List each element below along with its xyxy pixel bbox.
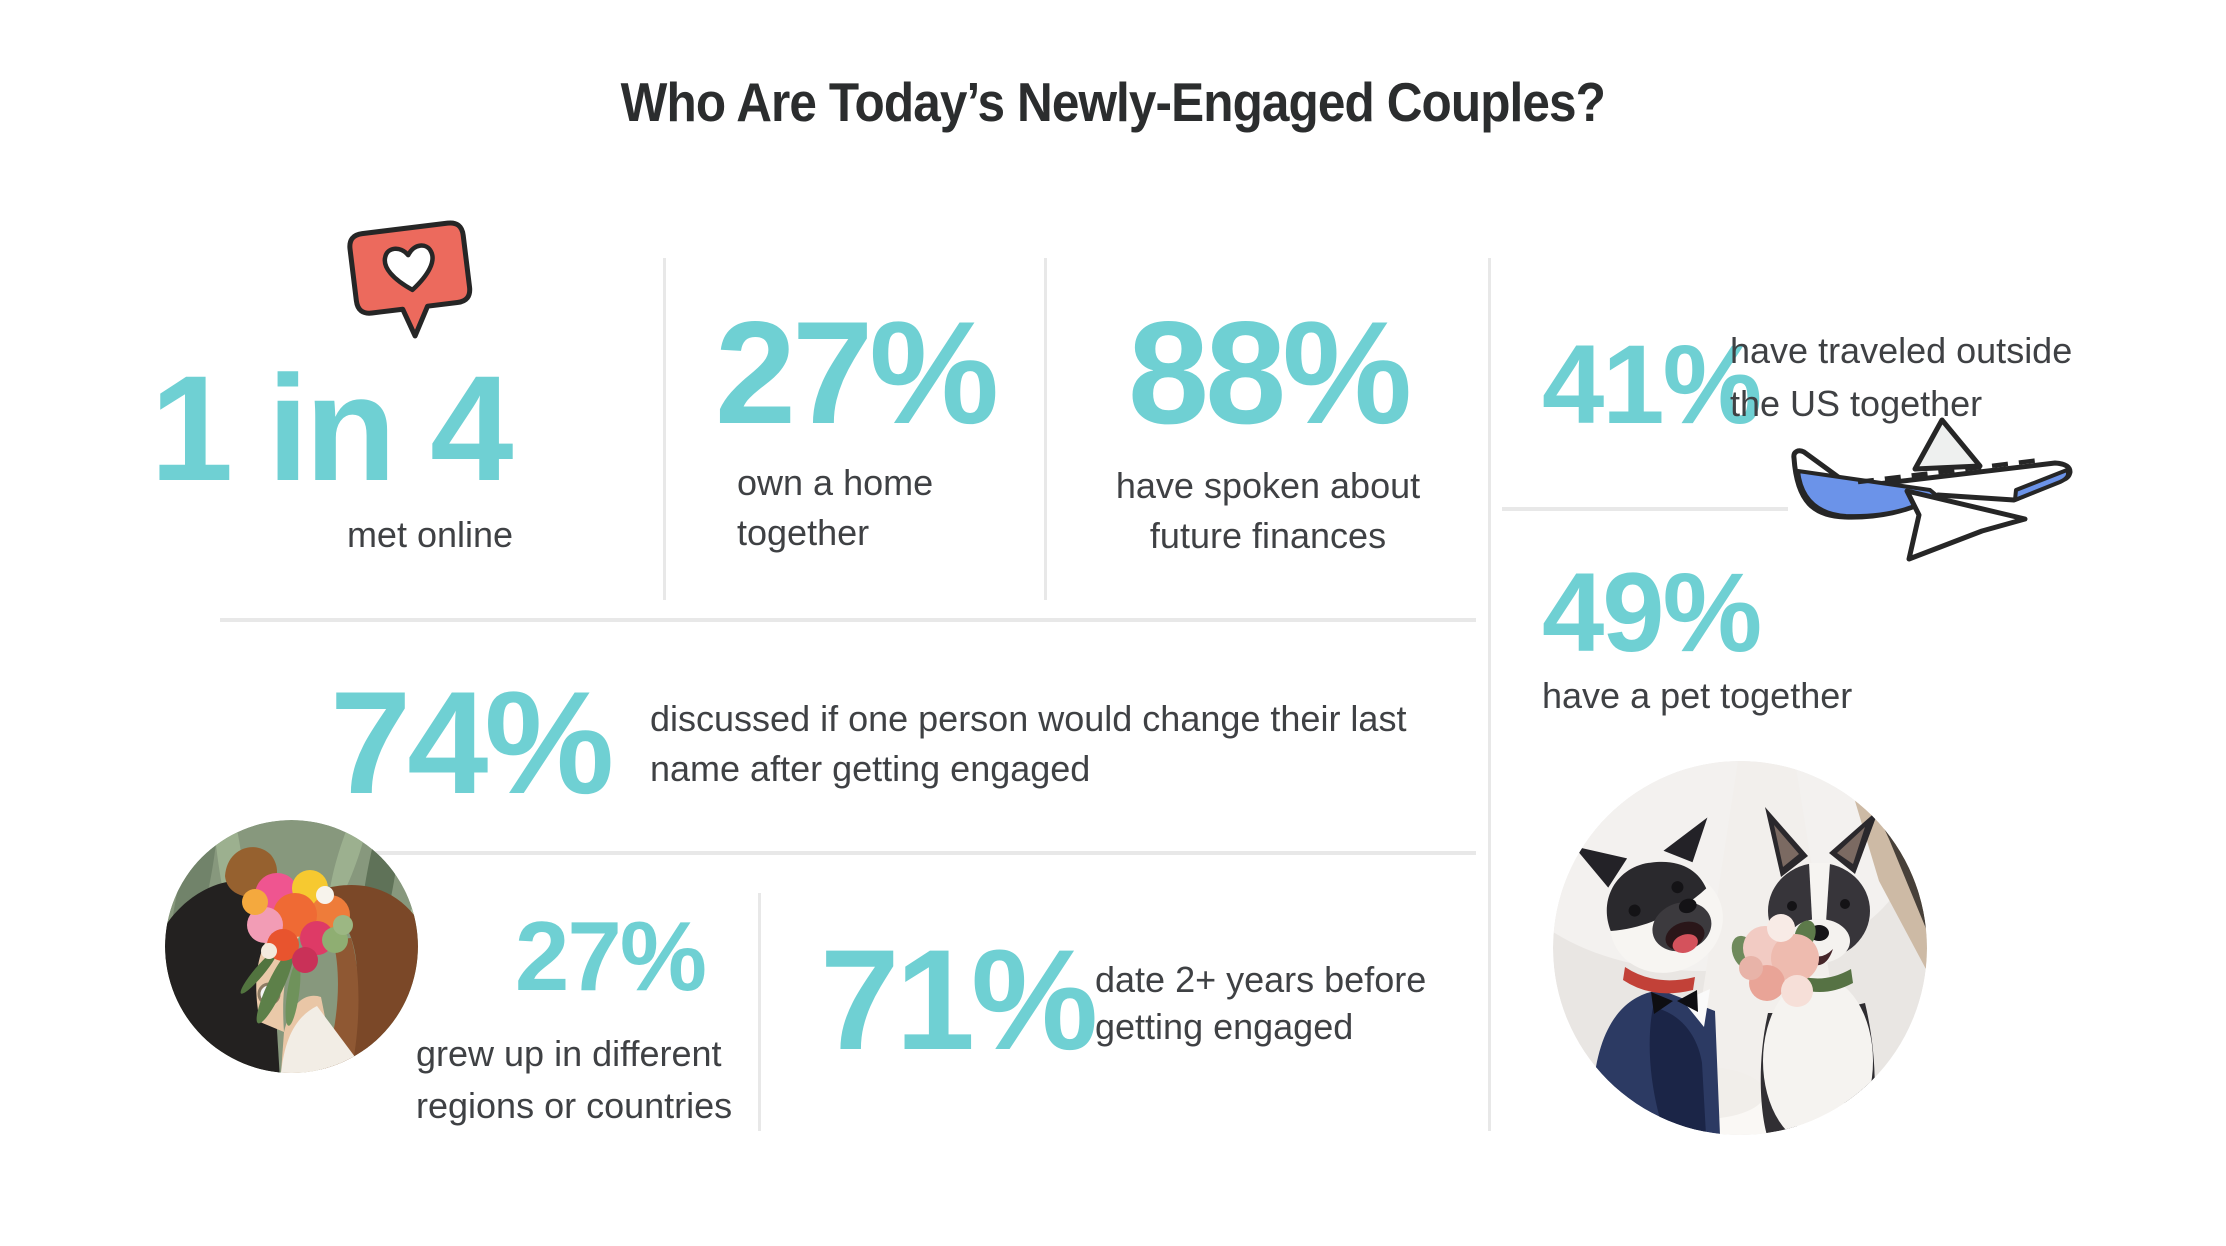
divider-horizontal-2	[280, 851, 1476, 855]
stat-pet-value: 49%	[1542, 550, 1762, 675]
stat-regions-value: 27%	[514, 901, 707, 1011]
stat-regions-label: grew up in different regions or countrie…	[416, 1028, 733, 1132]
like-heart-bubble-icon	[344, 218, 484, 350]
stat-finances-label-line2: future finances	[1149, 515, 1387, 556]
divider-vertical-2	[1044, 258, 1047, 600]
page-title-text: Who Are Today’s Newly-Engaged Couples?	[620, 71, 1606, 133]
stat-pet-label: have a pet together	[1542, 675, 1853, 716]
stat-dating-label-line1: date 2+ years before	[1095, 959, 1427, 1000]
stat-finances-label-line1: have spoken about	[1115, 465, 1421, 506]
stat-regions-label-line2: regions or countries	[416, 1085, 733, 1126]
heart-icon	[382, 243, 435, 293]
stat-name-change-value: 74%	[330, 661, 614, 824]
stat-finances-value: 88%	[1127, 291, 1412, 454]
stat-met-online-label: met online	[346, 514, 514, 555]
stat-own-home-label: own a home together	[737, 458, 933, 558]
stat-name-change-label: discussed if one person would change the…	[650, 694, 1406, 794]
stat-travel-label-line2: the US together	[1730, 383, 1983, 424]
page-title: Who Are Today’s Newly-Engaged Couples?	[0, 70, 2226, 134]
divider-horizontal-1	[220, 618, 1476, 622]
couple-photo	[165, 820, 418, 1073]
stat-own-home-label-line2: together	[737, 512, 870, 553]
divider-vertical-1	[663, 258, 666, 600]
dogs-photo	[1553, 761, 1927, 1135]
stat-finances-label: have spoken about future finances	[1046, 461, 1490, 561]
stat-travel-value: 41%	[1542, 322, 1762, 447]
stat-travel-label-line1: have traveled outside	[1730, 330, 2073, 371]
stat-regions-label-line1: grew up in different	[416, 1033, 722, 1074]
stat-dating-label-line2: getting engaged	[1095, 1006, 1354, 1047]
stat-dating-label: date 2+ years before getting engaged	[1095, 956, 1426, 1050]
stat-travel-label: have traveled outside the US together	[1730, 324, 2072, 430]
stat-own-home-value: 27%	[714, 291, 999, 454]
stat-met-online-value: 1 in 4	[150, 344, 514, 512]
stat-own-home-label-line1: own a home	[737, 462, 934, 503]
divider-vertical-4	[758, 893, 761, 1131]
airplane-icon	[1790, 416, 2082, 572]
divider-vertical-3	[1488, 258, 1491, 1131]
stat-name-change-label-line2: name after getting engaged	[650, 748, 1091, 789]
stat-name-change-label-line1: discussed if one person would change the…	[650, 698, 1407, 739]
stat-dating-value: 71%	[820, 921, 1098, 1080]
divider-horizontal-right	[1502, 507, 1788, 511]
